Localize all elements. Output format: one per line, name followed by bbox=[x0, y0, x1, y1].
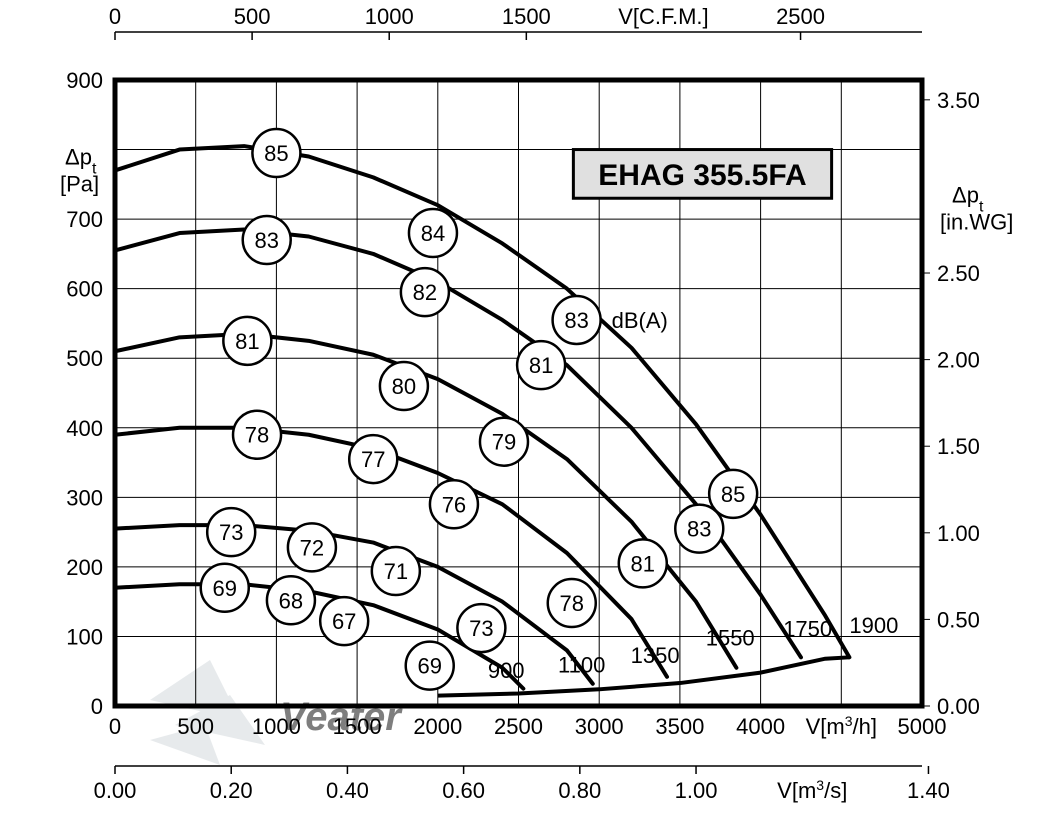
y-right-unit: [in.WG] bbox=[940, 210, 1013, 235]
x-bottom-tick-5000: 5000 bbox=[898, 714, 947, 739]
x-bottom-tick-0: 0 bbox=[109, 714, 121, 739]
y-left-tick-0: 0 bbox=[91, 694, 103, 719]
x-bottom-tick-500: 500 bbox=[177, 714, 214, 739]
x-top-tick-1500: 1500 bbox=[502, 4, 551, 29]
db-marker-label-1900-1: 84 bbox=[421, 221, 445, 246]
y-right-tick-3.5: 3.50 bbox=[937, 88, 980, 113]
rpm-label-1350: 1350 bbox=[631, 643, 680, 668]
db-marker-label-1350-1: 77 bbox=[361, 447, 385, 472]
y-left-tick-600: 600 bbox=[66, 277, 103, 302]
db-marker-label-1750-2: 81 bbox=[529, 353, 553, 378]
x-sec-tick-0: 0.00 bbox=[94, 778, 137, 803]
db-marker-label-1900-3: 85 bbox=[721, 482, 745, 507]
db-marker-label-1750-0: 83 bbox=[254, 228, 278, 253]
db-marker-label-900-3: 69 bbox=[417, 654, 441, 679]
rpm-label-1550: 1550 bbox=[706, 625, 755, 650]
x-bottom-tick-1000: 1000 bbox=[252, 714, 301, 739]
fan-curve-chart: Veater1900175015501350110090085848385838… bbox=[0, 0, 1037, 826]
y-right-tick-1.5: 1.50 bbox=[937, 434, 980, 459]
y-right-tick-0.5: 0.50 bbox=[937, 607, 980, 632]
db-marker-label-1550-2: 79 bbox=[492, 430, 516, 455]
y-left-tick-400: 400 bbox=[66, 416, 103, 441]
x-bottom-secondary-label: V[m3/s] bbox=[777, 777, 847, 803]
db-marker-label-1900-0: 85 bbox=[264, 141, 288, 166]
x-sec-tick-0.8: 0.80 bbox=[558, 778, 601, 803]
db-unit-label: dB(A) bbox=[612, 308, 668, 333]
y-left-tick-200: 200 bbox=[66, 555, 103, 580]
db-marker-label-1350-0: 78 bbox=[245, 423, 269, 448]
x-top-tick-2500: 2500 bbox=[776, 4, 825, 29]
db-marker-label-900-1: 68 bbox=[279, 588, 303, 613]
x-sec-tick-0.6: 0.60 bbox=[442, 778, 485, 803]
x-bottom-tick-2000: 2000 bbox=[413, 714, 462, 739]
db-marker-label-1750-3: 83 bbox=[687, 517, 711, 542]
rpm-label-1900: 1900 bbox=[849, 613, 898, 638]
y-left-tick-900: 900 bbox=[66, 68, 103, 93]
rpm-label-1100: 1100 bbox=[558, 653, 605, 678]
x-bottom-tick-2500: 2500 bbox=[494, 714, 543, 739]
y-left-tick-700: 700 bbox=[66, 207, 103, 232]
db-marker-label-1750-1: 82 bbox=[413, 280, 437, 305]
x-top-tick-1000: 1000 bbox=[365, 4, 414, 29]
db-marker-label-900-0: 69 bbox=[213, 576, 237, 601]
db-marker-label-1550-1: 80 bbox=[392, 374, 416, 399]
y-left-unit: [Pa] bbox=[60, 172, 99, 197]
x-sec-tick-1: 1.00 bbox=[675, 778, 718, 803]
x-sec-tick-0.2: 0.20 bbox=[210, 778, 253, 803]
x-bottom-tick-1500: 1500 bbox=[333, 714, 382, 739]
rpm-label-1750: 1750 bbox=[783, 616, 832, 641]
y-right-tick-2: 2.00 bbox=[937, 348, 980, 373]
db-marker-label-1100-2: 71 bbox=[384, 559, 408, 584]
y-left-tick-100: 100 bbox=[66, 624, 103, 649]
db-marker-label-1100-1: 72 bbox=[300, 535, 324, 560]
x-bottom-tick-3000: 3000 bbox=[575, 714, 624, 739]
chart-title: EHAG 355.5FA bbox=[598, 159, 806, 192]
y-right-tick-2.5: 2.50 bbox=[937, 261, 980, 286]
db-marker-label-1550-0: 81 bbox=[235, 329, 259, 354]
y-left-tick-500: 500 bbox=[66, 346, 103, 371]
x-bottom-tick-4000: 4000 bbox=[736, 714, 785, 739]
x-sec-tick-1.4: 1.40 bbox=[907, 778, 950, 803]
x-bottom-tick-3500: 3500 bbox=[655, 714, 704, 739]
y-left-tick-300: 300 bbox=[66, 485, 103, 510]
x-top-tick-500: 500 bbox=[234, 4, 271, 29]
x-top-tick-0: 0 bbox=[109, 4, 121, 29]
x-bottom-primary-label: V[m3/h] bbox=[806, 713, 877, 739]
db-marker-label-1350-2: 76 bbox=[442, 492, 466, 517]
db-marker-label-1900-2: 83 bbox=[564, 308, 588, 333]
db-marker-label-900-2: 67 bbox=[332, 609, 356, 634]
db-marker-label-1550-3: 81 bbox=[631, 551, 655, 576]
db-marker-label-1100-0: 73 bbox=[219, 520, 243, 545]
y-right-tick-1: 1.00 bbox=[937, 521, 980, 546]
rpm-label-900: 900 bbox=[488, 658, 525, 683]
x-sec-tick-0.4: 0.40 bbox=[326, 778, 369, 803]
db-marker-label-1100-3: 73 bbox=[469, 616, 493, 641]
x-top-label: V[C.F.M.] bbox=[618, 4, 708, 29]
db-marker-label-1350-3: 78 bbox=[560, 591, 584, 616]
